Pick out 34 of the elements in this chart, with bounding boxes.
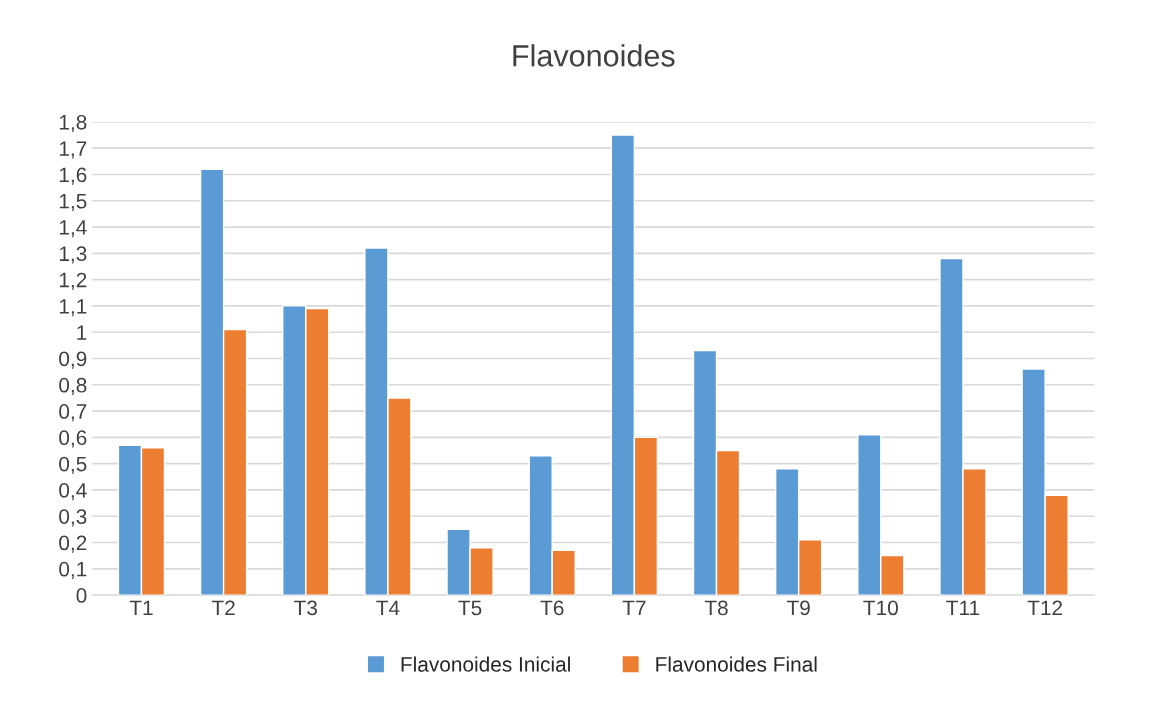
x-tick-label: T2: [211, 600, 235, 616]
y-tick-label: 0: [76, 588, 87, 603]
y-tick-label: 1,6: [59, 167, 87, 185]
y-tick-label: 1,2: [59, 272, 87, 290]
x-tick-label: T11: [946, 600, 980, 616]
x-tick-label: T3: [294, 600, 317, 616]
x-tick-label: T10: [863, 600, 898, 616]
y-tick-label: 0,1: [59, 561, 87, 580]
x-tick-label: T7: [622, 600, 646, 616]
y-tick-label: 0,4: [59, 482, 87, 501]
legend-label: Flavonoides Inicial: [401, 656, 570, 672]
x-tick-label: T4: [376, 600, 400, 616]
y-tick-label: 0,2: [59, 535, 87, 553]
x-tick-label: T8: [704, 600, 728, 616]
y-tick-label: 0,8: [59, 377, 87, 395]
y-tick-label: 0,7: [59, 404, 87, 422]
x-tick-label: T5: [458, 600, 482, 616]
y-tick-label: 1,8: [59, 114, 87, 133]
x-tick-label: T6: [540, 600, 564, 616]
y-tick-label: 1,4: [59, 220, 87, 238]
y-tick-label: 1,3: [59, 246, 87, 264]
y-tick-label: 1: [77, 325, 87, 340]
y-tick-label: 0,9: [59, 351, 87, 369]
y-tick-label: 1,1: [59, 299, 87, 317]
y-tick-label: 1,7: [59, 141, 87, 159]
x-tick-label: T1: [129, 600, 153, 616]
x-tick-label: T9: [786, 600, 810, 616]
y-tick-label: 1,5: [59, 193, 87, 211]
chart-title: Flavonoides: [513, 44, 675, 67]
y-tick-label: 0,6: [59, 430, 87, 448]
y-tick-label: 0,5: [59, 456, 87, 474]
legend-label: Flavonoides Final: [656, 656, 817, 672]
x-tick-label: T12: [1027, 600, 1063, 616]
y-tick-label: 0,3: [59, 509, 87, 527]
